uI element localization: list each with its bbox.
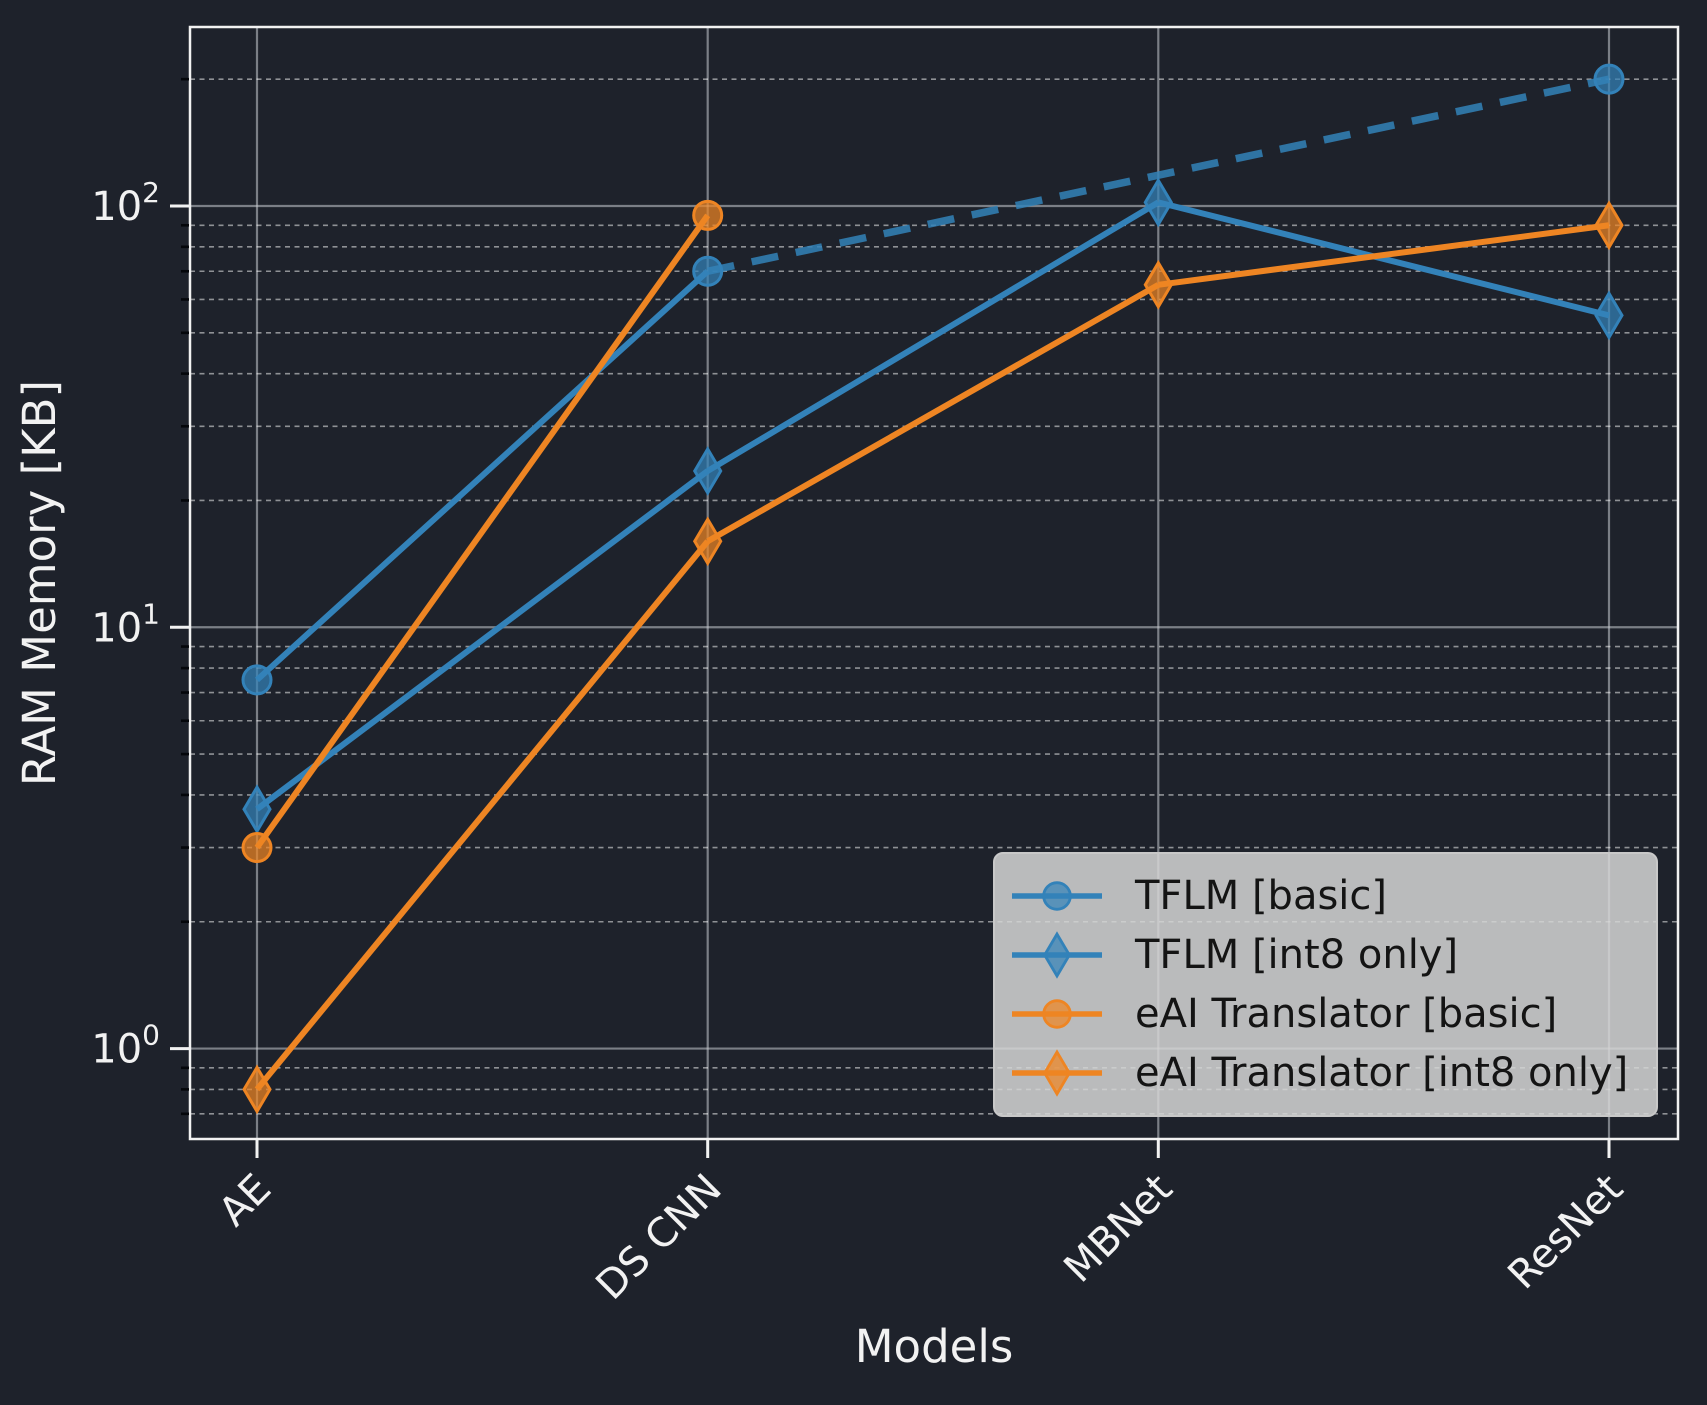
data-point-diamond-marker (1042, 931, 1072, 979)
data-point-diamond-marker (242, 1064, 272, 1115)
x-tick-label: DS CNN (587, 1166, 730, 1309)
y-tick-label: 102 (91, 176, 160, 230)
data-point-circle-marker (1042, 881, 1072, 911)
x-tick-label: AE (210, 1166, 280, 1236)
legend-circle-icon (1012, 999, 1102, 1029)
data-point-diamond-marker (1594, 200, 1624, 251)
data-point-diamond-marker (692, 516, 723, 567)
data-point-circle-marker (1042, 999, 1072, 1029)
legend-item: eAI Translator [int8 only] (1009, 1048, 1646, 1098)
legend-diamond-icon (1012, 1049, 1102, 1097)
x-axis-title: Models (855, 1320, 1014, 1373)
legend-label: eAI Translator [int8 only] (1135, 1050, 1629, 1096)
legend-item: eAI Translator [basic] (1009, 989, 1646, 1039)
data-point-diamond-marker (692, 446, 723, 496)
data-point-circle-marker (241, 832, 273, 864)
series-line-solid (1157, 222, 1610, 288)
legend-item: TFLM [int8 only] (1009, 930, 1646, 980)
series-line-dashed (706, 75, 1610, 275)
series-line-solid (706, 282, 1160, 544)
data-point-diamond-marker (242, 784, 272, 835)
data-point-diamond-marker (1143, 177, 1174, 228)
x-tick-label: MBNet (1055, 1166, 1181, 1292)
series-line-solid (255, 468, 710, 812)
axes-spines (188, 25, 1680, 1141)
y-tick-label: 101 (91, 597, 160, 651)
legend-item: TFLM [basic] (1009, 871, 1646, 921)
legend-label: eAI Translator [basic] (1135, 991, 1558, 1037)
data-point-circle-marker (692, 255, 724, 287)
series-line-solid (254, 539, 711, 1092)
data-point-circle-marker (241, 664, 273, 696)
data-point-circle-marker (692, 199, 724, 231)
data-point-diamond-marker (1042, 1049, 1072, 1097)
series-line-solid (254, 213, 711, 850)
legend-circle-icon (1012, 881, 1102, 911)
data-point-diamond-marker (1594, 290, 1624, 341)
legend-label: TFLM [basic] (1135, 873, 1388, 919)
data-point-diamond-marker (1143, 259, 1174, 310)
y-tick-label: 100 (91, 1019, 160, 1073)
legend: TFLM [basic] TFLM [int8 only] eAI Translat… (993, 852, 1658, 1117)
y-axis-title: RAM Memory [KB] (13, 380, 66, 786)
series-line-solid (706, 199, 1160, 474)
legend-label: TFLM [int8 only] (1135, 932, 1459, 978)
x-tick-label: ResNet (1499, 1166, 1632, 1299)
series-line-solid (1157, 199, 1610, 319)
series-line-solid (254, 269, 710, 683)
data-point-circle-marker (1593, 63, 1625, 95)
legend-diamond-icon (1012, 931, 1102, 979)
